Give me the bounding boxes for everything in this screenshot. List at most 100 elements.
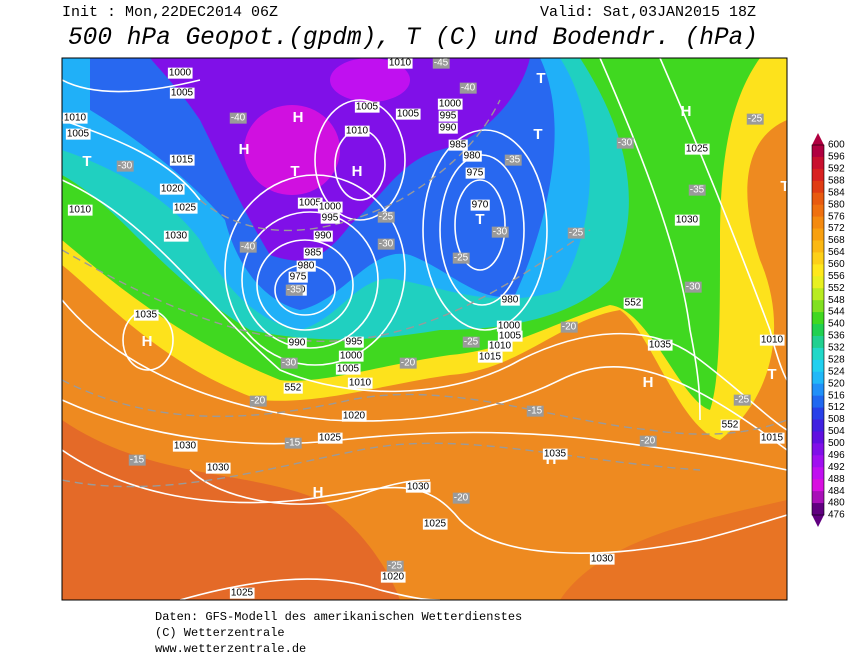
isobar-label: 1015 [171,155,194,166]
colorbar-label: 540 [828,319,845,330]
colorbar-band [812,300,824,313]
isobar-label: 985 [450,140,467,151]
isobar-label: 1010 [489,341,512,352]
isobar-label-bg [313,230,333,242]
colorbar-label: 544 [828,307,845,318]
colorbar-band [812,228,824,241]
init-time: Init : Mon,22DEC2014 06Z [62,4,278,21]
colorbar-label: 476 [828,510,845,521]
isotherm-label: -25 [735,395,750,406]
isobar [256,239,354,331]
isobar-label: 1025 [319,433,342,444]
isobar-label: 1030 [165,231,188,242]
isotherm-label-bg [386,560,404,572]
colorbar-label: 564 [828,247,845,258]
pressure-center: T [82,153,91,170]
colorbar-label: 536 [828,331,845,342]
isobar-label-bg [288,271,308,283]
isobar-label-bg [477,351,503,363]
isobar [439,154,525,306]
colorbar-label: 488 [828,474,845,485]
isobar-label: 975 [467,168,484,179]
isobar-label: 1035 [544,449,567,460]
colorbar-band [812,145,824,158]
isobar-label: 552 [285,383,302,394]
map: HHHHHHHHTTTTTTT1000100510101010100510151… [62,58,787,600]
isotherm-label-bg [284,437,302,449]
colorbar-cap [812,133,824,145]
colorbar-band [812,431,824,444]
isobar-label-bg [205,462,231,474]
isobar-label-bg [684,143,710,155]
isobar-label: 985 [305,248,322,259]
colorbar-label: 484 [828,486,845,497]
colorbar-label: 584 [828,187,845,198]
isobar-label: 980 [502,295,519,306]
colorbar-band [812,288,824,301]
isobar-label-bg [465,167,485,179]
isobar-label-bg [589,553,615,565]
isobar-label: 980 [464,151,481,162]
colorbar-band [812,503,824,516]
valid-time: Valid: Sat,03JAN2015 18Z [540,4,756,21]
isotherm-label-bg [452,252,470,264]
footer-line: (C) Wetterzentrale [155,626,285,640]
isotherm-label-bg [688,184,706,196]
isobar-label: 1010 [346,126,369,137]
pressure-center: H [313,484,324,501]
isobar-label-bg [229,587,255,599]
isotherm-label: -20 [401,358,416,369]
isotherm-label-bg [377,211,395,223]
isobar-label-bg [759,334,785,346]
isobar-label: 1020 [161,184,184,195]
isobar-label-bg [759,432,785,444]
field-red [62,420,400,600]
isotherm-label-bg [377,238,395,250]
pressure-center: T [475,211,484,228]
isobar [659,58,787,381]
isobar [241,211,379,349]
isotherm-label-bg [116,160,134,172]
isotherm-label: -30 [493,227,508,238]
field-magenta [330,58,410,102]
isobar-label: 1020 [382,572,405,583]
pressure-center: H [142,333,153,350]
isobar-label: 1005 [171,88,194,99]
colorbar-label: 552 [828,283,845,294]
isobar-label: 1000 [169,68,192,79]
map-title: 500 hPa Geopot.(gpdm), T (C) und Bodendr… [68,23,758,52]
colorbar-label: 532 [828,343,845,354]
isobar-label: 1015 [479,352,502,363]
isotherm-label-bg [128,454,146,466]
isobar-label-bg [387,58,413,69]
isobar [599,58,701,421]
colorbar-label: 516 [828,390,845,401]
isobar [314,99,406,221]
isobar-label-bg [500,294,520,306]
isobar-label: 1005 [337,364,360,375]
isobar-label-bg [317,201,343,213]
isotherm-label: -20 [562,322,577,333]
pressure-center: H [293,109,304,126]
isobar-label: 975 [290,272,307,283]
isotherm-label: -25 [379,212,394,223]
isotherm-label-bg [280,357,298,369]
isobar-label: 552 [625,298,642,309]
colorbar-band [812,443,824,456]
isobar-label-bg [344,336,364,348]
colorbar-label: 588 [828,175,845,186]
isobar-label: 1010 [64,113,87,124]
isobar-label-bg [172,202,198,214]
isobar-label-bg [163,230,189,242]
colorbar-label: 556 [828,271,845,282]
isobar-label: 1010 [349,378,372,389]
field-red [560,500,787,600]
isotherm-label-bg [746,113,764,125]
colorbar-band [812,312,824,325]
isobar [189,469,431,505]
isotherm-label-bg [491,226,509,238]
isobar-label-bg [354,101,380,113]
isobar-label: 1030 [591,554,614,565]
isobar-label: 1020 [343,411,366,422]
colorbar-label: 524 [828,366,845,377]
